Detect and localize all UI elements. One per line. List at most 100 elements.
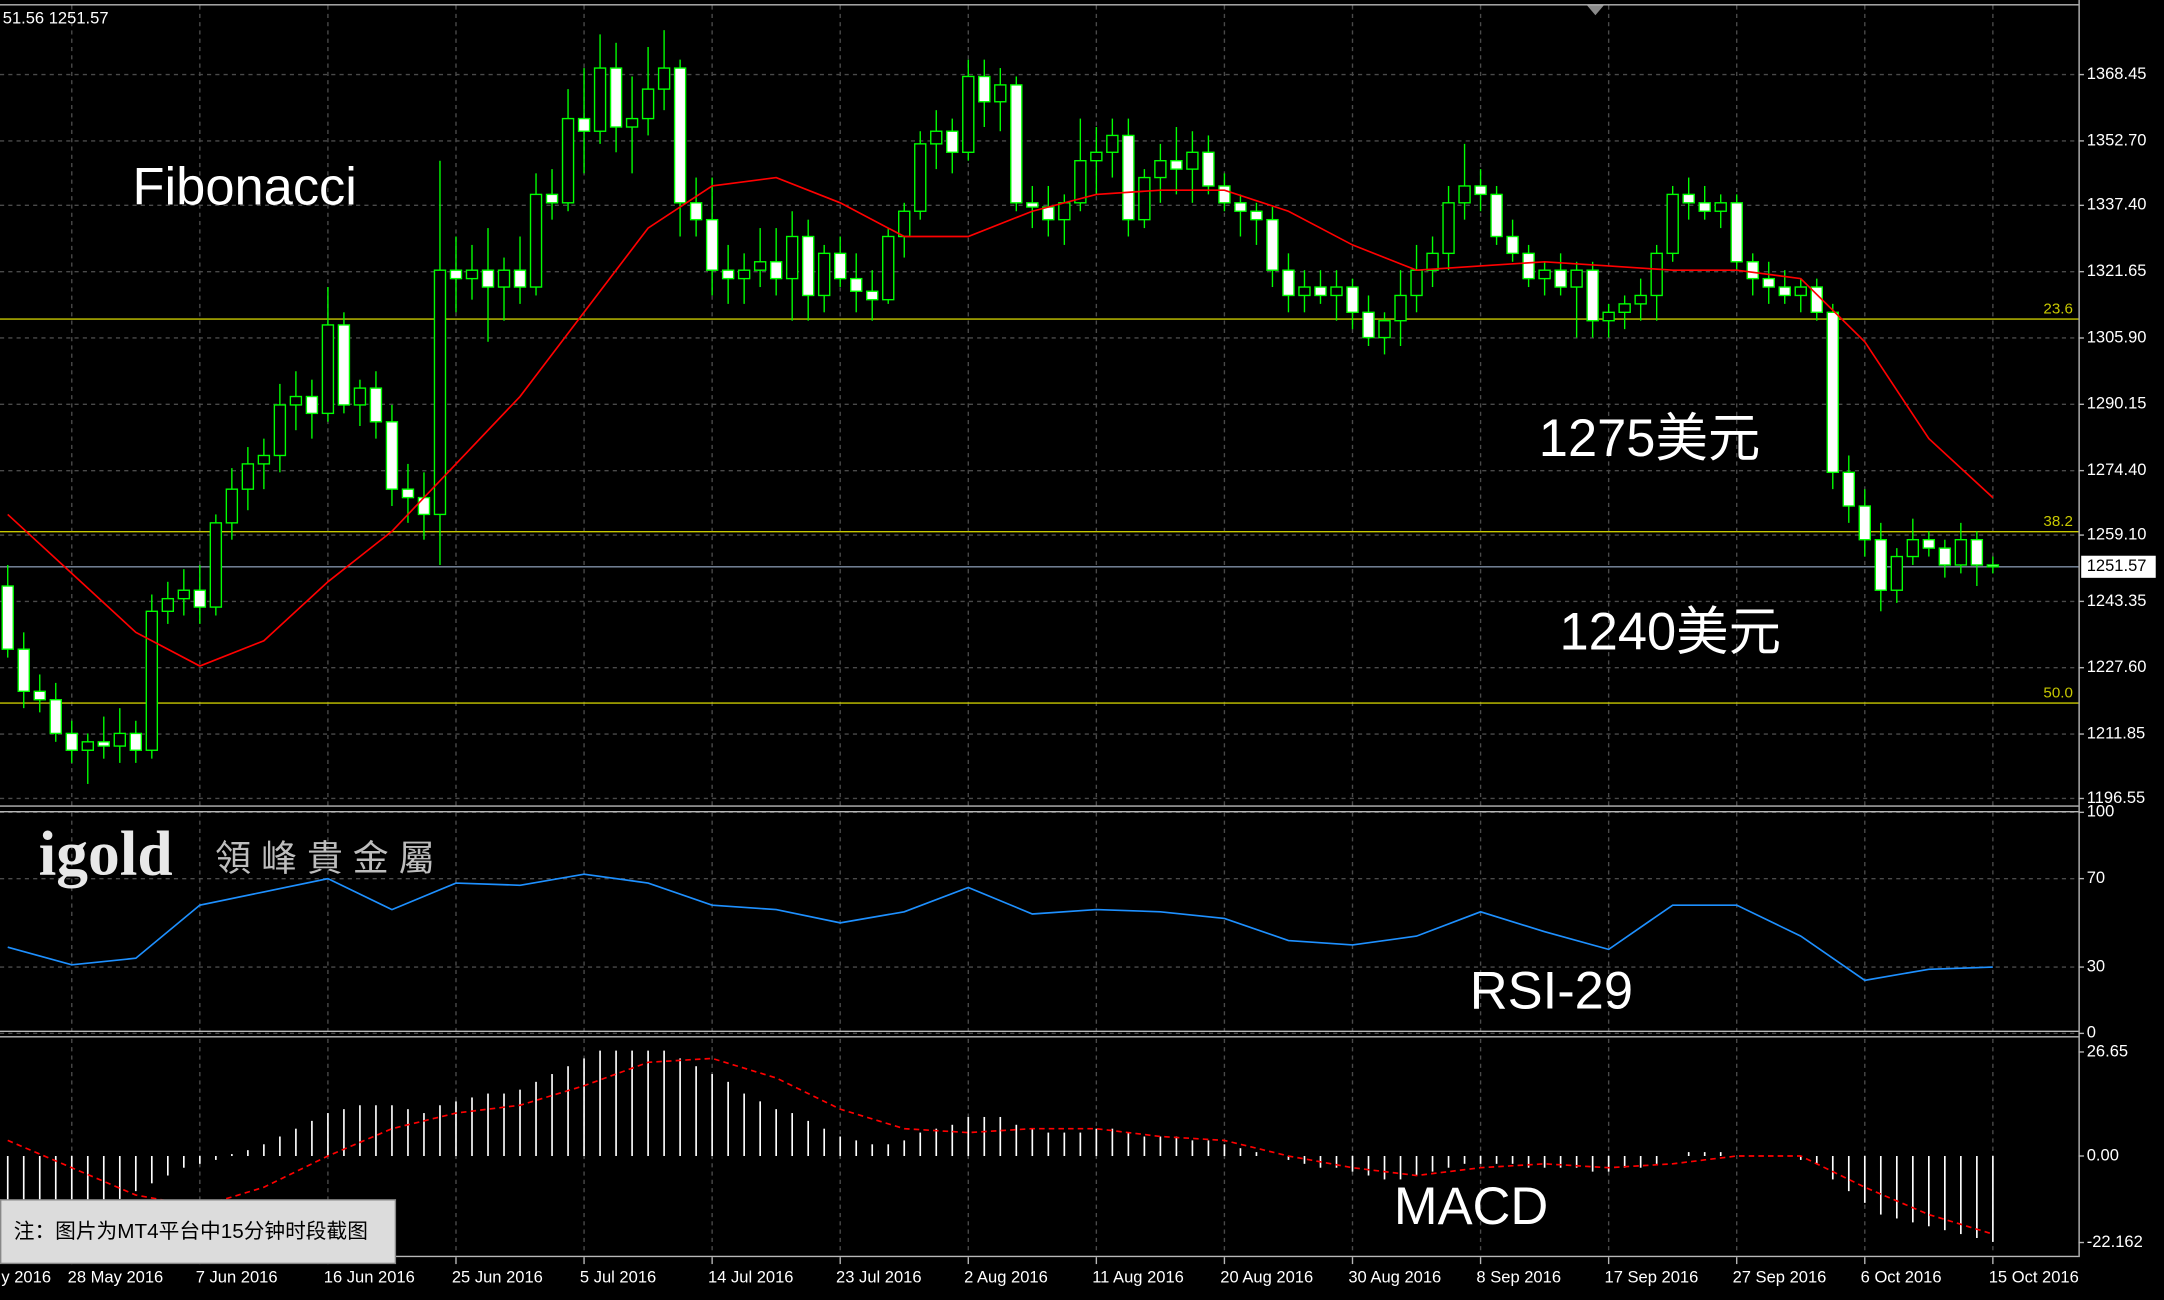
candle-body xyxy=(561,117,575,204)
candle-body xyxy=(753,261,767,271)
candle-body xyxy=(1538,269,1551,280)
x-tick-label: 6 Oct 2016 xyxy=(1861,1267,1942,1286)
candle-body xyxy=(1282,269,1295,297)
annotation: 1240美元 xyxy=(1560,603,1782,661)
candle-body xyxy=(609,67,623,128)
candle-body xyxy=(785,235,799,280)
candle-body xyxy=(321,324,335,415)
x-tick-label: 11 Aug 2016 xyxy=(1092,1267,1184,1286)
x-tick-label: 8 Sep 2016 xyxy=(1476,1267,1561,1286)
x-tick-label: 17 Sep 2016 xyxy=(1605,1267,1699,1286)
candle-body xyxy=(801,235,815,297)
candle-body xyxy=(1074,160,1087,204)
candle-body xyxy=(225,488,239,524)
fib-label: 23.6 xyxy=(2043,300,2073,317)
y-tick-label: 70 xyxy=(2087,868,2105,887)
note-box xyxy=(0,1199,397,1265)
x-tick-label: 16 Jun 2016 xyxy=(324,1267,415,1286)
x-tick-label: 30 Aug 2016 xyxy=(1348,1267,1441,1286)
candle-body xyxy=(1618,303,1631,313)
candle-body xyxy=(1826,311,1839,474)
candle-body xyxy=(898,210,911,238)
candle-body xyxy=(1650,252,1663,297)
logo-brand: igold xyxy=(39,817,173,888)
y-tick-label: 1211.85 xyxy=(2087,723,2146,742)
moving-average xyxy=(7,176,1994,667)
candle-body xyxy=(497,269,511,288)
candle-body xyxy=(673,67,687,204)
candle-body xyxy=(241,463,255,490)
candle-body xyxy=(721,269,735,280)
candle-body xyxy=(1,585,14,650)
y-tick-label: -22.162 xyxy=(2087,1232,2143,1251)
candle-body xyxy=(17,648,30,692)
x-tick-label: 25 Jun 2016 xyxy=(452,1267,543,1286)
candle-body xyxy=(401,488,415,499)
candle-body xyxy=(49,699,62,735)
annotation: Fibonacci xyxy=(132,158,356,216)
y-tick-label: 0.00 xyxy=(2087,1145,2119,1164)
candle-body xyxy=(177,589,191,600)
candle-body xyxy=(1106,134,1119,153)
candle-body xyxy=(1426,252,1439,271)
candle-body xyxy=(513,269,527,288)
candle-body xyxy=(1938,547,1952,566)
candle-body xyxy=(1586,269,1599,322)
candle-body xyxy=(65,732,78,751)
candle-body xyxy=(353,387,367,406)
y-tick-label: 1274.40 xyxy=(2087,460,2147,479)
candle-body xyxy=(1954,539,1968,566)
candle-body xyxy=(1730,202,1743,263)
y-tick-label: 1368.45 xyxy=(2087,64,2147,83)
x-tick-label: 27 Sep 2016 xyxy=(1733,1267,1827,1286)
candle-body xyxy=(866,290,879,301)
candle-body xyxy=(1378,320,1391,339)
candle-body xyxy=(289,395,303,406)
candle-body xyxy=(850,277,863,292)
candle-body xyxy=(1906,539,1920,558)
candle-body xyxy=(1490,193,1503,238)
rsi-line xyxy=(7,873,1993,982)
x-tick-label: 14 Jul 2016 xyxy=(708,1267,794,1286)
candle-body xyxy=(641,88,655,120)
candle-body xyxy=(930,130,943,145)
candle-body xyxy=(161,597,175,612)
y-tick-label: 1196.55 xyxy=(2087,788,2146,807)
candle-body xyxy=(769,261,783,280)
candle-body xyxy=(946,130,959,153)
x-tick-label: 23 Jul 2016 xyxy=(836,1267,922,1286)
candle-body xyxy=(1042,206,1055,221)
candle-body xyxy=(737,269,751,280)
candle-body xyxy=(962,75,975,153)
candle-body xyxy=(1634,294,1647,305)
y-tick-label: 100 xyxy=(2087,802,2115,821)
y-tick-label: 1337.40 xyxy=(2087,195,2147,214)
candle-body xyxy=(1090,151,1103,162)
candle-body xyxy=(1202,151,1215,187)
y-tick-label: 1352.70 xyxy=(2087,130,2147,149)
candle-body xyxy=(1314,286,1327,297)
candle-body xyxy=(1666,193,1679,255)
candle-body xyxy=(1874,539,1888,591)
candle-body xyxy=(1058,202,1071,221)
candle-body xyxy=(817,252,831,297)
candle-body xyxy=(689,202,703,221)
y-tick-label: 1227.60 xyxy=(2087,657,2147,676)
candle-body xyxy=(1250,210,1263,221)
candle-body xyxy=(625,117,639,128)
candle-body xyxy=(369,387,383,423)
logo-name: 領 峰 貴 金 屬 xyxy=(215,838,434,878)
note-text: 注：图片为MT4平台中15分钟时段截图 xyxy=(14,1220,368,1243)
candle-body xyxy=(529,193,543,288)
x-tick-label: 20 Aug 2016 xyxy=(1220,1267,1313,1286)
y-tick-label: 0 xyxy=(2087,1023,2096,1042)
candle-body xyxy=(113,732,127,747)
candle-body xyxy=(305,395,319,415)
candle-body xyxy=(1218,185,1231,204)
candle-body xyxy=(1986,564,2000,568)
candle-body xyxy=(257,454,271,465)
candle-body xyxy=(1234,202,1247,212)
candle-body xyxy=(1122,134,1135,221)
